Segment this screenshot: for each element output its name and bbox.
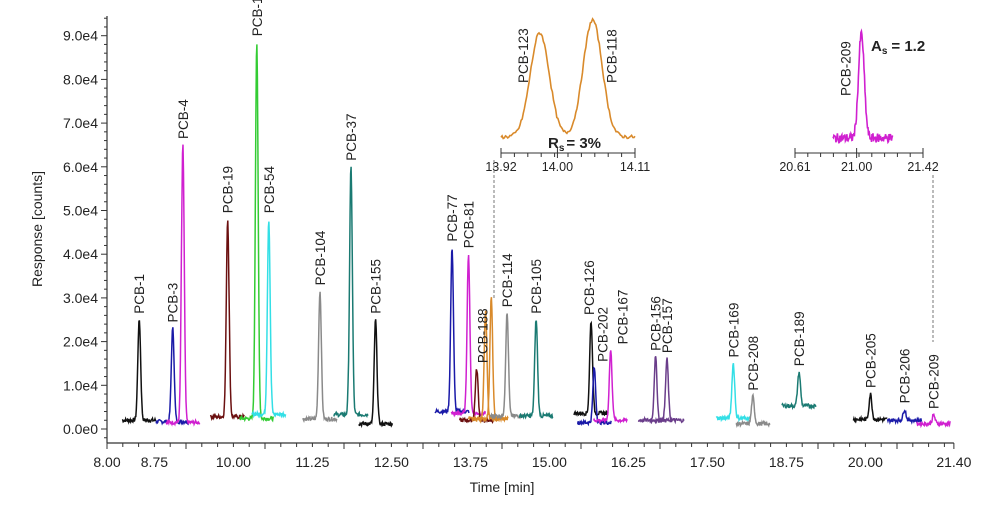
x-axis-title: Time [min] [470,479,535,495]
x-tick-label: 15.00 [532,454,567,470]
y-tick-label: 3.0e4 [63,290,98,306]
inset-tick-label: 13.92 [485,160,516,174]
peak-trace [649,357,685,425]
peak-label: PCB-156 [649,296,664,351]
peak-trace [715,363,751,423]
inset1-rs-annotation: Rs = 3% [548,135,601,154]
peak-trace [916,413,951,429]
inset2-as-annotation: As = 1.2 [871,38,925,57]
peak-trace [358,319,394,429]
peak-label: PCB-202 [595,307,610,362]
y-tick-label: 6.0e4 [63,159,98,175]
peak-label: PCB-54 [262,165,277,213]
peak-label: PCB-77 [445,194,460,241]
y-tick-label: 7.0e4 [63,115,98,131]
peak-label: PCB-188 [476,308,491,363]
peak-label: PCB-114 [500,253,515,307]
inset-pcb-123-118: 13.92 14.00 14.11 PCB-123 PCB-118 [485,17,650,174]
peak-label: PCB-206 [898,349,913,404]
peak-label: PCB-104 [313,230,328,285]
peak-trace [592,350,628,425]
y-tick-label: 0.0e0 [63,421,98,437]
peak-label: PCB-167 [616,290,631,345]
peak-label: PCB-189 [792,311,807,366]
peak-labels: PCB-1 PCB-3 PCB-4 PCB-19 PCB-15 PCB-54 PCB-104… [132,0,941,409]
x-tick-label: 20.00 [848,454,883,470]
peak-trace [735,392,771,429]
inset-tick-label: 14.11 [620,160,650,174]
inset-tick-label: 14.00 [542,160,573,174]
main-axes: 0.0e0 1.0e4 2.0e4 3.0e4 4.0e4 5.0e4 6.0e4 7.0e4… [63,16,972,470]
peak-label: PCB-19 [221,166,236,213]
peak-label: PCB-81 [462,201,477,248]
peak-label: PCB-105 [529,259,544,314]
peak-trace [239,44,275,423]
y-tick-label: 4.0e4 [63,246,98,262]
peak-trace [573,320,609,417]
y-tick-label: 9.0e4 [63,28,98,44]
x-tick-label: 16.25 [611,454,646,470]
peak-label: PCB-209 [927,354,942,409]
peak-trace [165,144,201,427]
peak-trace [434,249,470,417]
peak-trace [209,220,245,422]
inset-pcb-209: 20.61 21.00 21.42 PCB-209 [779,28,939,174]
x-tick-label: 8.75 [141,454,168,470]
x-tick-label: 18.75 [769,454,804,470]
x-tick-label: 8.00 [93,454,120,470]
peak-trace [637,356,674,425]
peak-label: PCB-205 [863,333,878,388]
peak-trace [333,166,369,419]
peak-trace [489,313,525,421]
peak-label: PCB-1 [132,274,147,314]
peak-trace [886,409,923,426]
peak-trace [473,297,509,424]
inset-peak-label: PCB-209 [838,41,853,96]
peak-label: PCB-208 [746,336,761,391]
peak-label: PCB-3 [166,283,181,323]
inset-trace [500,17,636,140]
y-tick-label: 8.0e4 [63,71,98,87]
y-tick-label: 5.0e4 [63,203,98,219]
peak-trace [121,320,157,425]
x-tick-label: 17.50 [690,454,725,470]
peak-trace [458,369,495,425]
peak-trace [155,327,191,426]
peak-label: PCB-157 [660,298,675,353]
x-tick-label: 21.40 [936,454,971,470]
inset-trace [832,28,894,145]
peak-trace [518,320,554,420]
peak-label: PCB-15 [250,0,265,36]
x-tick-label: 10.00 [216,454,251,470]
inset-tick-label: 20.61 [779,160,810,174]
inset-tick-label: 21.00 [841,160,872,174]
peak-label: PCB-126 [582,260,597,315]
y-axis-title: Response [counts] [29,171,45,287]
y-tick-label: 1.0e4 [63,377,98,393]
x-tick-label: 12.50 [374,454,409,470]
peak-traces [121,44,951,429]
peak-label: PCB-4 [176,99,191,139]
peak-trace [781,371,817,411]
y-tick-label: 2.0e4 [63,334,98,350]
peak-label: PCB-169 [726,303,741,358]
peak-trace [251,221,287,419]
peak-trace [852,392,888,424]
inset-peak-label: PCB-118 [605,29,620,83]
peak-label: PCB-155 [369,259,384,314]
peak-label: PCB-37 [344,114,359,161]
x-tick-label: 13.75 [453,454,488,470]
peak-trace [302,291,338,424]
inset-peak-label: PCB-123 [516,28,531,83]
x-tick-label: 11.25 [295,454,329,470]
inset-tick-label: 21.42 [907,160,938,174]
